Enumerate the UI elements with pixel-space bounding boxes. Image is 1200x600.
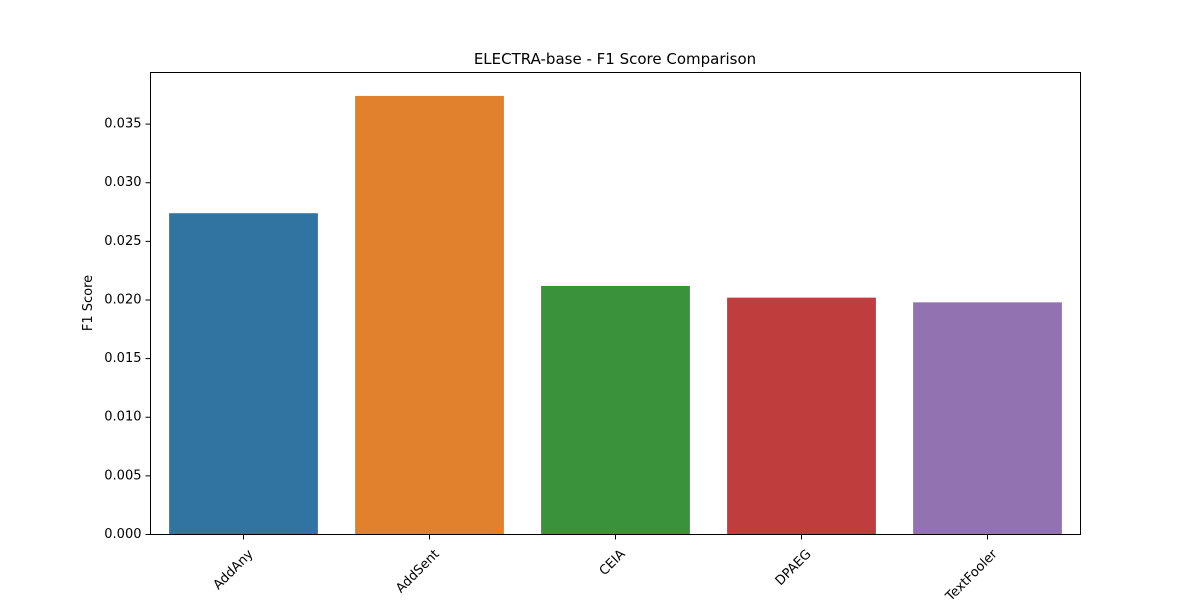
- x-tick-label: CEIA: [597, 547, 629, 579]
- bar-addsent: [355, 95, 504, 535]
- y-axis-label: F1 Score: [81, 275, 96, 331]
- bars-group: [169, 95, 1062, 535]
- y-tick-label: 0.025: [104, 234, 141, 249]
- y-tick-label: 0.005: [104, 468, 141, 483]
- x-tick-label: AddAny: [211, 547, 257, 593]
- bar-dpaeg: [727, 297, 876, 535]
- plot-frame: [150, 72, 1081, 535]
- x-tick-label: AddSent: [393, 547, 442, 596]
- y-axis-ticks: 0.000 0.005 0.010 0.015 0.020 0.025 0.030 0.035: [104, 117, 151, 542]
- y-tick-label: 0.000: [104, 527, 141, 542]
- x-tick-label: DPAEG: [773, 547, 815, 589]
- bar-addany: [169, 213, 318, 535]
- x-tick-label: TextFooler: [942, 546, 1001, 600]
- bar-textfooler: [913, 302, 1062, 535]
- y-tick-label: 0.015: [104, 351, 141, 366]
- x-axis-ticks: AddAny AddSent CEIA DPAEG TextFooler: [211, 534, 1001, 600]
- y-tick-label: 0.030: [104, 175, 141, 190]
- bar-ceia: [541, 285, 690, 535]
- y-tick-label: 0.010: [104, 410, 141, 425]
- y-tick-label: 0.035: [104, 117, 141, 132]
- chart-title: ELECTRA-base - F1 Score Comparison: [474, 50, 756, 68]
- y-tick-label: 0.020: [104, 292, 141, 307]
